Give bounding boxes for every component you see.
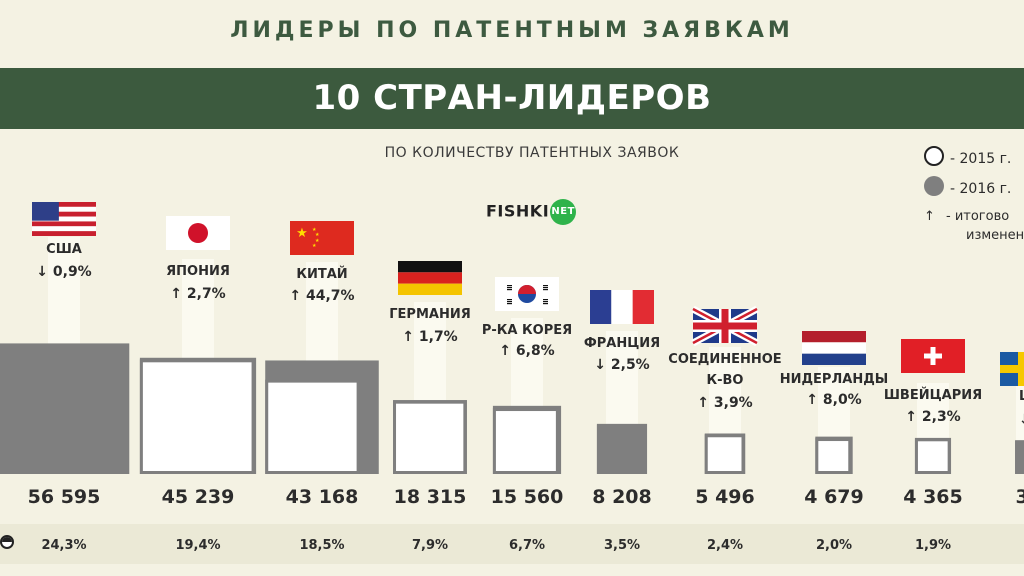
title-banner: 10 СТРАН-ЛИДЕРОВ (0, 68, 1024, 129)
country-name: ШВ (1019, 389, 1024, 404)
china-flag-icon: ★ ★★★★ (290, 221, 354, 255)
page-title: ЛИДЕРЫ ПО ПАТЕНТНЫМ ЗАЯВКАМ (230, 18, 794, 43)
change-label: ↓ 3 (1019, 412, 1024, 428)
hollow-circle-icon (924, 146, 944, 166)
value-label: 8 208 (592, 486, 652, 508)
bar-2015 (704, 434, 745, 475)
bar-2015 (265, 379, 360, 474)
watermark-badge: NET (550, 199, 577, 225)
change-label: ↑ 2,7% (170, 286, 225, 302)
change-label: ↑ 6,8% (499, 343, 554, 359)
switzerland-flag-icon (901, 339, 965, 373)
value-label: 3 7 (1015, 486, 1024, 508)
bar-2016 (596, 424, 647, 474)
uk-flag-icon (691, 305, 759, 347)
light-beam (1016, 384, 1024, 474)
country-name: ШВЕЙЦАРИЯ (884, 387, 982, 403)
legend-change: ↑ - итогово изменен (924, 207, 1024, 245)
share-label: 18,5% (299, 538, 344, 553)
share-label: 6,7% (509, 538, 545, 553)
legend-2016: - 2016 г. (924, 176, 1011, 197)
value-label: 45 239 (162, 486, 235, 508)
watermark-text: FISHKI (486, 201, 550, 221)
chart-subtitle: ПО КОЛИЧЕСТВУ ПАТЕНТНЫХ ЗАЯВОК (384, 145, 680, 161)
change-label: ↑ 1,7% (402, 329, 457, 345)
change-label: ↑ 44,7% (289, 288, 354, 304)
legend-change-line1: - итогово (946, 209, 1010, 224)
bar-2016 (1015, 440, 1024, 474)
pie-share-icon (0, 535, 14, 549)
share-label: 7,9% (412, 538, 448, 553)
change-label: ↑ 8,0% (806, 392, 861, 408)
country-name: НИДЕРЛАНДЫ (780, 372, 889, 387)
legend-change-line2: изменен (966, 228, 1024, 243)
legend-2016-label: - 2016 г. (950, 181, 1012, 197)
bar-2015 (492, 408, 559, 475)
france-flag-icon (590, 290, 654, 324)
value-label: 4 365 (903, 486, 963, 508)
value-label: 15 560 (491, 486, 564, 508)
legend-2015-label: - 2015 г. (950, 151, 1012, 167)
country-name: ГЕРМАНИЯ (389, 307, 470, 322)
svg-text:★: ★ (312, 227, 317, 233)
legend-2015: - 2015 г. (924, 146, 1011, 167)
germany-flag-icon (398, 261, 462, 295)
value-label: 43 168 (286, 486, 359, 508)
svg-text:★: ★ (312, 243, 317, 249)
japan-flag-icon (166, 216, 230, 250)
bar-2016 (0, 344, 129, 474)
change-label: ↑ 2,3% (905, 409, 960, 425)
country-name: КИТАЙ (296, 266, 347, 282)
up-arrow-icon: ↑ (924, 209, 935, 224)
country-name: СОЕДИНЕННОЕ (668, 352, 781, 367)
country-name-2: К-ВО (707, 373, 744, 388)
share-label: 19,4% (175, 538, 220, 553)
share-label: 2,4% (707, 538, 743, 553)
banner-title: 10 СТРАН-ЛИДЕРОВ (312, 78, 712, 118)
share-label: 1,9% (915, 538, 951, 553)
bar-2015 (815, 438, 852, 475)
change-label: ↓ 0,9% (36, 264, 91, 280)
change-label: ↑ 3,9% (697, 395, 752, 411)
country-name: ФРАНЦИЯ (584, 336, 660, 351)
value-label: 4 679 (804, 486, 864, 508)
country-name: Р-КА КОРЕЯ (482, 323, 572, 338)
us-flag-icon (32, 202, 96, 236)
bar-2015 (393, 400, 467, 474)
korea-flag-icon (495, 277, 559, 311)
value-label: 5 496 (695, 486, 755, 508)
change-label: ↓ 2,5% (594, 357, 649, 373)
bar-2015 (914, 438, 951, 475)
share-label: 2,0% (816, 538, 852, 553)
share-label: 24,3% (41, 538, 86, 553)
country-name: ЯПОНИЯ (166, 264, 230, 279)
share-label: 3,5% (604, 538, 640, 553)
value-label: 18 315 (394, 486, 467, 508)
share-row (0, 524, 1024, 564)
filled-circle-icon (924, 176, 944, 196)
country-name: США (46, 242, 82, 257)
svg-text:★: ★ (315, 238, 320, 244)
svg-text:★: ★ (296, 226, 308, 241)
value-label: 56 595 (28, 486, 101, 508)
watermark-logo: FISHKI NET (486, 199, 577, 225)
netherlands-flag-icon (802, 331, 866, 365)
svg-text:★: ★ (315, 232, 320, 238)
bar-2015 (139, 359, 255, 474)
sweden-flag-icon (1000, 352, 1024, 386)
